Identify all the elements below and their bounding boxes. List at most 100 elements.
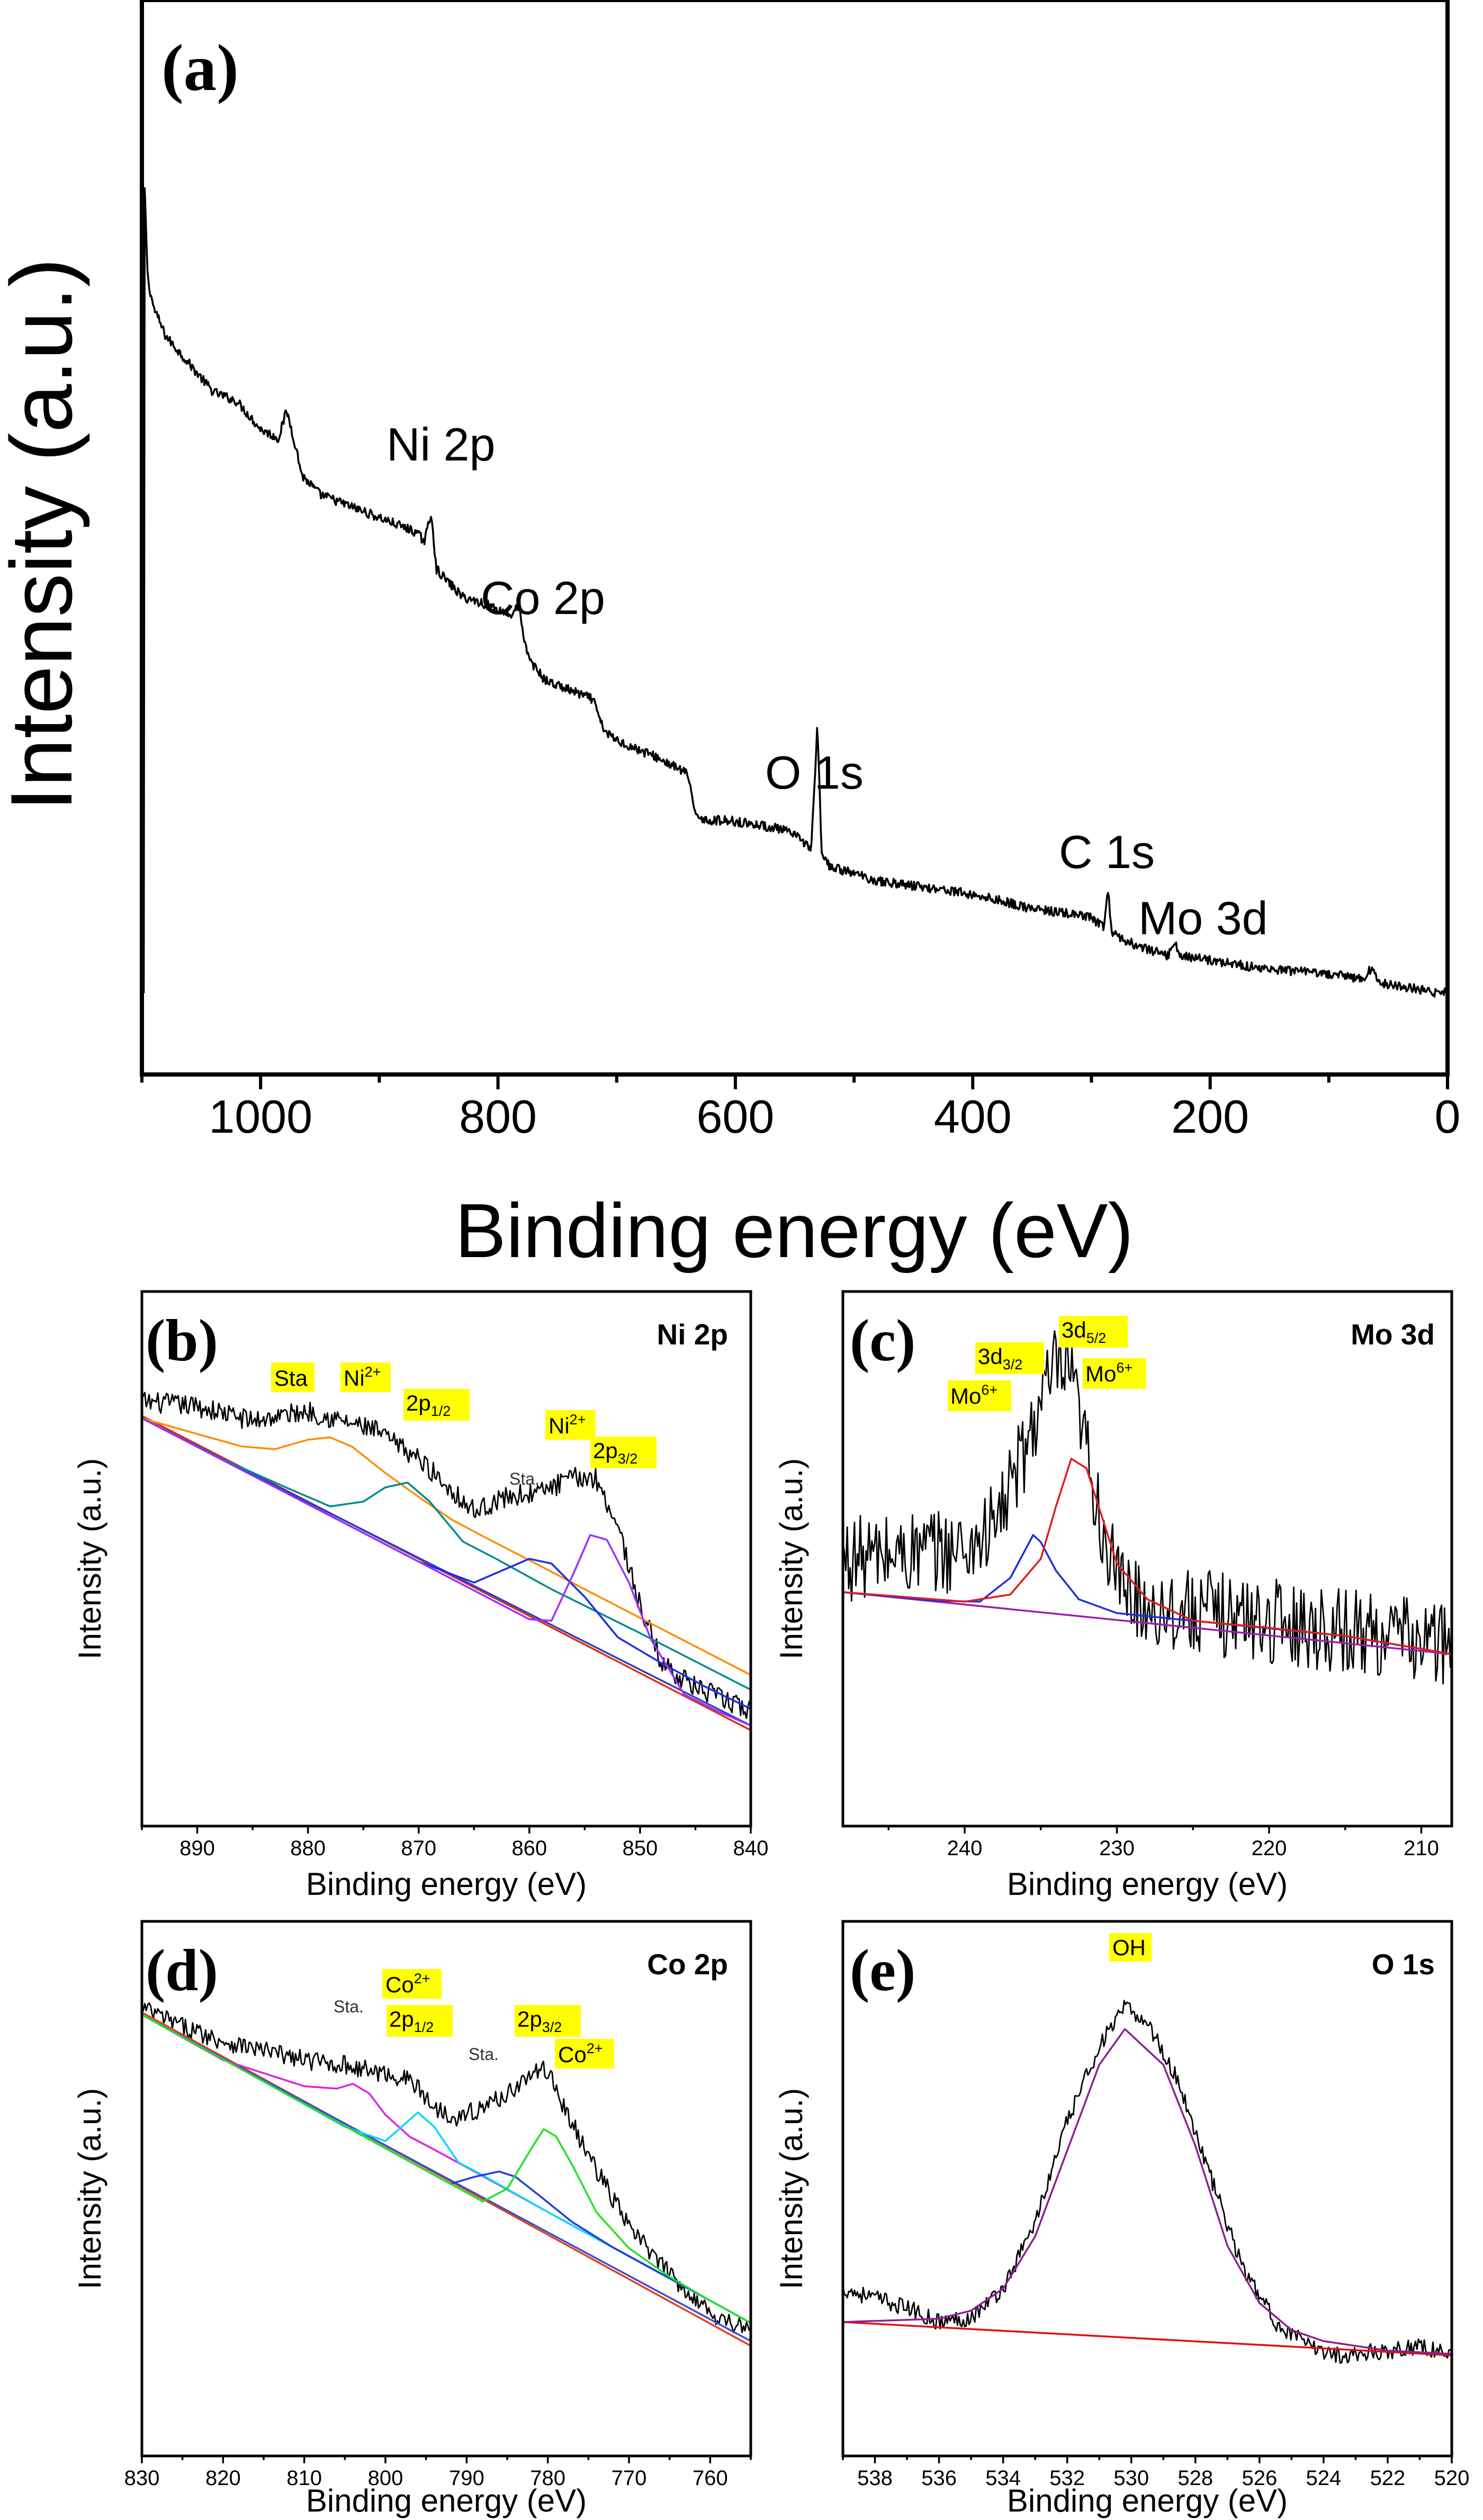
svg-text:Mo6+: Mo6+ <box>1085 1360 1133 1386</box>
svg-text:Sta: Sta <box>274 1366 308 1390</box>
x-tick-label: 600 <box>696 1090 774 1143</box>
x-tick-label: 890 <box>179 1837 215 1860</box>
svg-text:Co2+: Co2+ <box>558 2040 603 2067</box>
series-e-oh-fit <box>843 2028 1452 2355</box>
annotation-co2p: Co 2p <box>481 572 605 624</box>
panel-b-ylabel: Intensity (a.u.) <box>72 1458 107 1659</box>
panel-a-plot-area <box>142 187 1448 998</box>
panel-d-plot-area <box>142 2002 751 2347</box>
panel-c-x-axis: 240 230 220 210 <box>887 1826 1439 1860</box>
x-tick-label: 850 <box>623 1837 658 1860</box>
annotation-mo3d: Mo 3d <box>1138 892 1268 944</box>
x-tick-label: 530 <box>1113 2467 1149 2490</box>
panel-d-x-axis: 830 820 810 800 790 780 770 760 <box>124 2456 752 2490</box>
series-d-background <box>142 2011 751 2347</box>
panel-d-title: Co 2p <box>647 1948 728 1981</box>
annotation-ni2p: Ni 2p <box>387 418 495 471</box>
x-tick-label: 870 <box>401 1837 436 1860</box>
panel-a-ylabel: Intensity (a.u.) <box>0 258 90 811</box>
panel-e-o1s: 538 536 534 532 530 528 526 524 522 520 (e) O 1s … <box>774 1920 1470 2518</box>
panel-b-plot-area <box>142 1392 751 1731</box>
panel-a-frame <box>140 0 1450 1077</box>
panel-e-plot-area <box>843 2000 1452 2364</box>
x-tick-label: 800 <box>368 2467 403 2490</box>
panel-b-ni2p: 890 880 870 860 850 840 (b) Ni 2p Intensity (… <box>72 1290 769 1902</box>
label-b-sta-small: Sta. <box>509 1469 540 1488</box>
panel-e-x-axis: 538 536 534 532 530 528 526 524 522 520 <box>842 2456 1470 2490</box>
label-b-ni2plus-2: Ni2+ <box>545 1410 596 1440</box>
svg-text:Ni2+: Ni2+ <box>549 1412 586 1438</box>
panel-c-frame <box>841 1290 1453 1828</box>
series-e-raw <box>843 2000 1452 2364</box>
series-d-background-2 <box>142 2013 751 2342</box>
label-b-2p32: 2p3/2 <box>590 1437 657 1468</box>
x-tick-label: 538 <box>857 2467 893 2490</box>
series-d-co2-2p1-2 <box>142 2013 751 2324</box>
panel-a-xlabel: Binding energy (eV) <box>455 1188 1134 1273</box>
panel-c-ylabel: Intensity (a.u.) <box>774 1458 809 1659</box>
panel-e-ylabel: Intensity (a.u.) <box>774 2088 809 2289</box>
svg-text:2p1/2: 2p1/2 <box>406 1390 451 1419</box>
series-b-ni2-2p3-2 <box>142 1417 751 1727</box>
x-tick-label: 810 <box>286 2467 322 2490</box>
svg-text:Co2+: Co2+ <box>385 1971 430 1997</box>
series-e-background <box>843 2321 1452 2356</box>
series-d-sta-2 <box>142 2013 751 2324</box>
panel-b-x-axis: 890 880 870 860 850 840 <box>141 1826 769 1860</box>
x-tick-label: 220 <box>1252 1837 1287 1860</box>
panel-d-ylabel: Intensity (a.u.) <box>72 2088 107 2289</box>
svg-text:Mo6+: Mo6+ <box>950 1382 997 1408</box>
x-tick-label: 800 <box>459 1090 537 1143</box>
panel-c-xlabel: Binding energy (eV) <box>1007 1866 1288 1902</box>
x-tick-label: 790 <box>449 2467 484 2490</box>
x-tick-label: 820 <box>205 2467 241 2490</box>
panel-c-title: Mo 3d <box>1351 1318 1435 1351</box>
label-b-ni2plus-1: Ni2+ <box>340 1362 391 1392</box>
x-tick-label: 860 <box>511 1837 547 1860</box>
panel-e-xlabel: Binding energy (eV) <box>1007 2483 1288 2518</box>
panel-d-label: (d) <box>146 1938 218 2003</box>
svg-text:2p3/2: 2p3/2 <box>593 1438 637 1467</box>
label-c-mo6plus-2: Mo6+ <box>1083 1358 1146 1389</box>
label-e-oh: OH <box>1109 1933 1152 1962</box>
series-c-3d5-2-mo6- <box>843 1458 1452 1655</box>
x-tick-label: 880 <box>290 1837 326 1860</box>
panel-a-x-axis: 1000 800 600 400 200 0 <box>140 1074 1461 1143</box>
label-d-co2plus-1: Co2+ <box>382 1969 442 1999</box>
panel-e-frame <box>841 1920 1453 2458</box>
panel-d-co2p: 830 820 810 800 790 780 770 760 (d) Co 2p Inten… <box>72 1920 752 2518</box>
panel-b-title: Ni 2p <box>657 1318 728 1351</box>
x-tick-label: 830 <box>124 2467 160 2490</box>
label-c-3d52: 3d5/2 <box>1059 1316 1128 1348</box>
x-tick-label: 536 <box>921 2467 957 2490</box>
x-tick-label: 770 <box>612 2467 647 2490</box>
series-d-raw <box>142 2002 751 2334</box>
series-d-co2-2p3-2 <box>142 2013 751 2324</box>
x-tick-label: 526 <box>1242 2467 1277 2490</box>
panel-c-mo3d: 240 230 220 210 (c) Mo 3d Intensity (a.u.) … <box>774 1290 1453 1902</box>
x-tick-label: 0 <box>1435 1090 1461 1143</box>
svg-text:Ni2+: Ni2+ <box>344 1364 381 1390</box>
label-c-mo6plus-1: Mo6+ <box>948 1380 1011 1411</box>
panel-c-plot-area <box>843 1330 1452 1685</box>
panel-b-xlabel: Binding energy (eV) <box>306 1866 587 1902</box>
panel-e-title: O 1s <box>1372 1948 1435 1981</box>
x-tick-label: 840 <box>733 1837 769 1860</box>
label-d-sta-2: Sta. <box>469 2045 499 2064</box>
series-c-raw <box>843 1330 1452 1685</box>
label-d-2p12: 2p1/2 <box>387 2005 453 2037</box>
x-tick-label: 520 <box>1434 2467 1470 2490</box>
label-c-3d32: 3d3/2 <box>975 1342 1044 1374</box>
x-tick-label: 210 <box>1404 1837 1439 1860</box>
x-tick-label: 200 <box>1171 1090 1249 1143</box>
annotation-o1s: O 1s <box>765 746 864 799</box>
panel-e-label: (e) <box>850 1938 915 2003</box>
label-b-2p12: 2p1/2 <box>403 1389 470 1421</box>
panel-a-survey-spectrum: 1000 800 600 400 200 0 (a) Intensity (a.u.) B… <box>0 0 1460 1273</box>
x-tick-label: 522 <box>1370 2467 1406 2490</box>
series-b-sta <box>142 1417 751 1676</box>
svg-text:OH: OH <box>1112 1935 1146 1960</box>
label-d-co2plus-2: Co2+ <box>555 2039 614 2069</box>
svg-text:2p3/2: 2p3/2 <box>517 2007 562 2035</box>
